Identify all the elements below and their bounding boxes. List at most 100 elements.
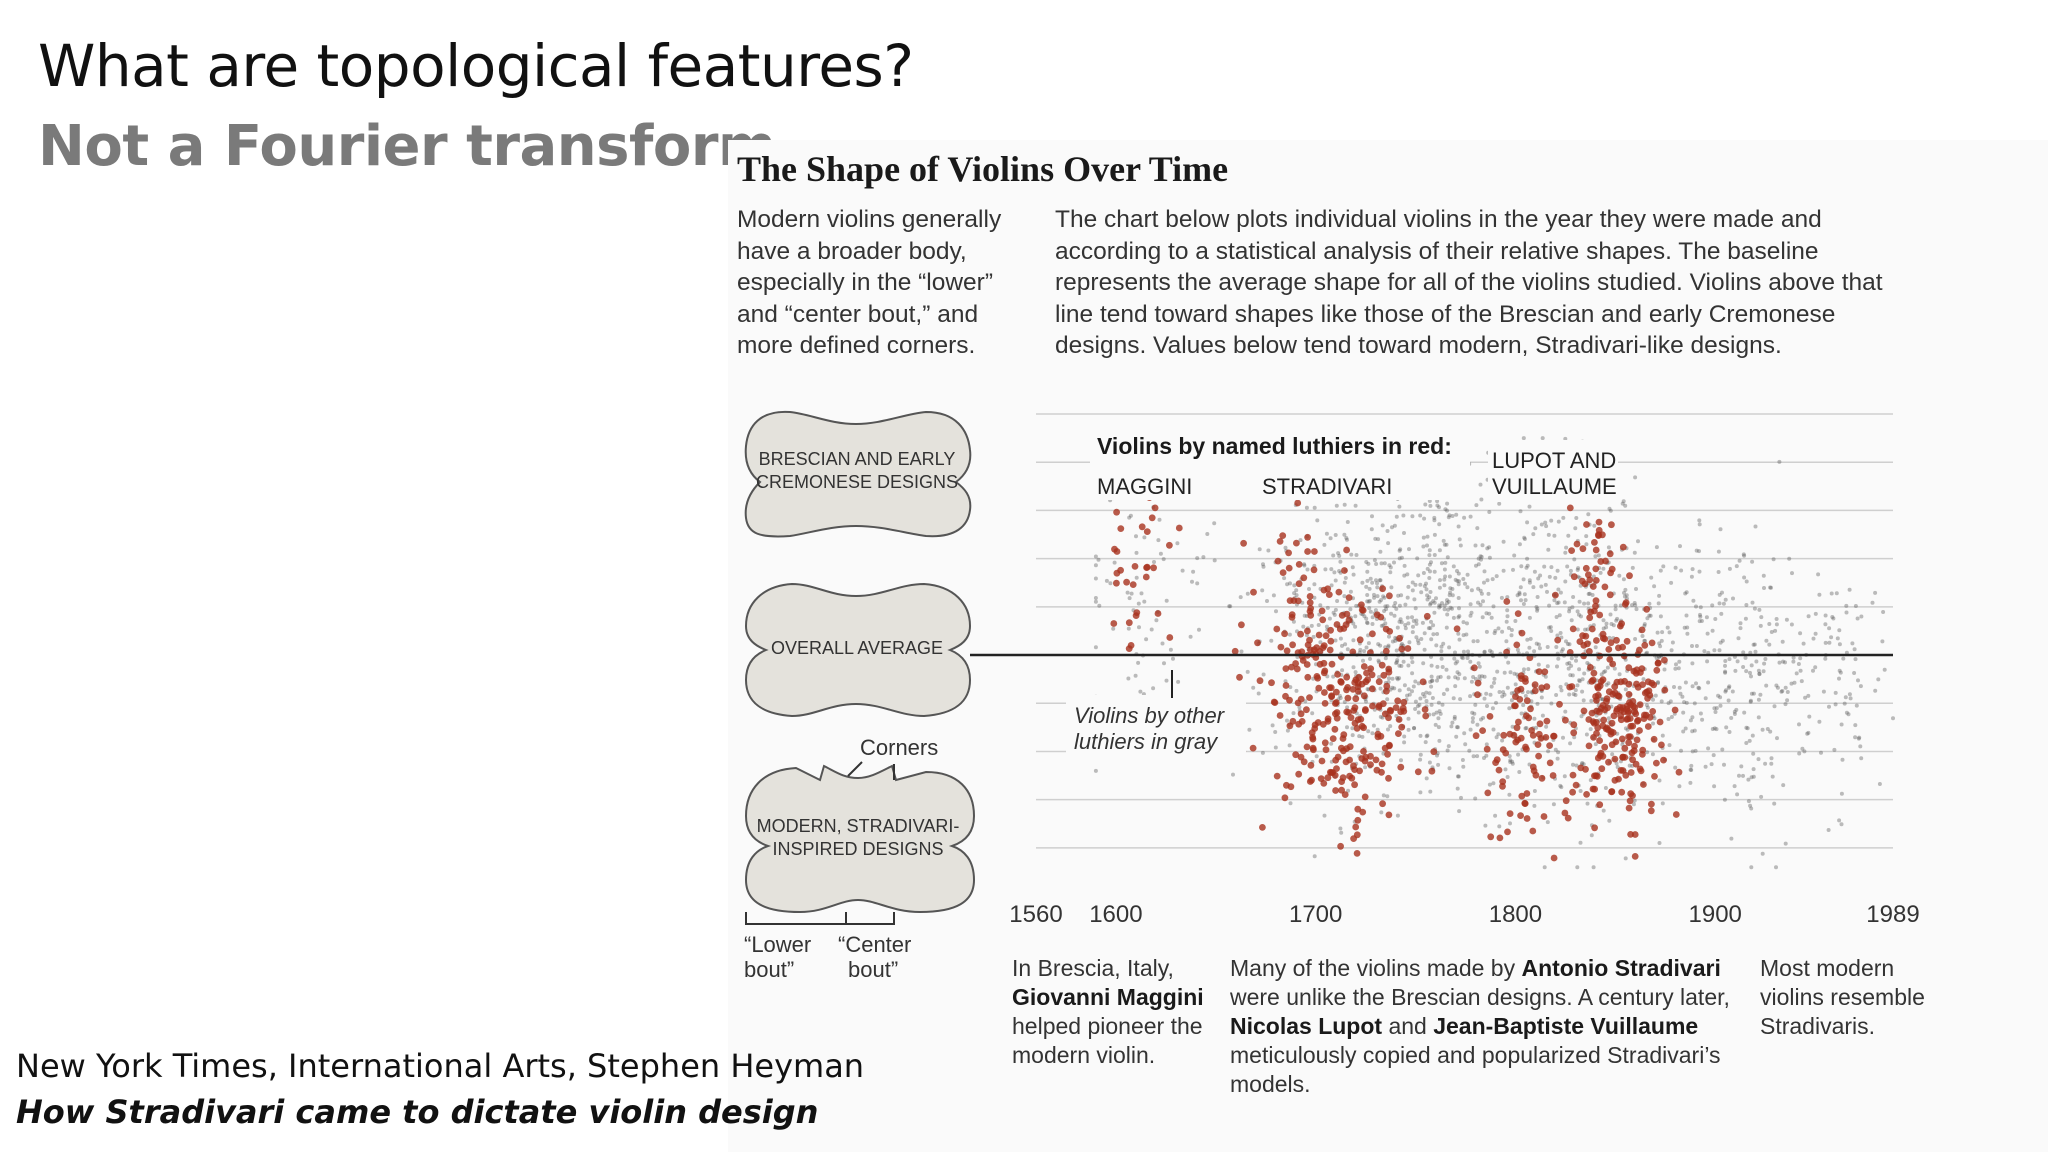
violin-point-other [1190,579,1194,584]
violin-point-other [1342,594,1347,599]
violin-point-other [1093,645,1098,650]
violin-point-named [1532,771,1540,779]
violin-point-other [1746,777,1751,782]
violin-point-other [1386,676,1391,681]
violin-point-other [1428,679,1433,684]
violin-point-other [1549,565,1554,570]
violin-point-other [1858,684,1863,689]
violin-point-other [1609,622,1614,626]
violin-point-other [1429,619,1433,624]
violin-point-other [1517,770,1522,774]
violin-point-other [1573,526,1578,531]
violin-point-named [1619,754,1626,761]
violin-point-named [1644,723,1652,730]
violin-point-other [1344,536,1349,540]
violin-point-other [1405,693,1410,698]
violin-point-other [1584,534,1589,539]
violin-point-other [1548,625,1553,630]
violin-point-other [1632,798,1637,803]
violin-point-other [1437,548,1442,553]
violin-point-other [1441,641,1446,646]
violin-point-other [1471,754,1476,759]
violin-point-other [1396,593,1401,598]
violin-point-named [1315,684,1323,692]
violin-point-other [1482,580,1486,585]
violin-point-other [1493,813,1498,818]
violin-point-other [1754,659,1759,664]
violin-point-other [1477,664,1482,669]
violin-point-named [1583,791,1590,798]
violin-point-other [1480,674,1484,679]
violin-point-other [1413,606,1418,611]
violin-point-other [1800,746,1805,751]
violin-point-other [1351,621,1356,626]
violin-point-other [1345,725,1349,730]
violin-point-other [1269,638,1274,643]
violin-point-other [1806,693,1811,698]
violin-point-other [1271,593,1276,598]
violin-point-named [1625,664,1633,672]
violin-point-other [1430,696,1435,700]
violin-point-other [1436,675,1441,680]
violin-point-other [1134,575,1139,580]
violin-point-named [1653,666,1661,674]
violin-point-other [1485,578,1490,583]
violin-point-other [1455,659,1460,664]
violin-point-named [1596,737,1603,744]
violin-point-other [1853,735,1858,740]
violin-point-other [1418,757,1423,762]
violin-point-other [1369,527,1374,532]
violin-point-other [1556,600,1561,605]
violin-point-other [1588,727,1593,732]
violin-point-named [1513,641,1521,649]
x-tick-label: 1600 [1089,901,1142,928]
violin-point-named [1601,743,1609,751]
violin-point-other [1476,562,1481,567]
violin-point-named [1414,768,1422,776]
violin-point-other [1424,776,1429,781]
violin-point-other [1350,726,1355,731]
violin-point-other [1455,579,1460,583]
violin-point-other [1716,570,1721,574]
violin-point-named [1363,669,1370,677]
violin-point-other [1762,661,1767,666]
violin-point-other [1445,555,1450,560]
violin-point-other [1361,658,1365,663]
violin-point-other [1386,727,1390,732]
violin-point-other [1633,637,1638,641]
violin-point-other [1392,560,1396,565]
violin-point-other [1684,700,1689,705]
violin-point-other [1813,631,1818,636]
violin-point-other [1097,603,1102,608]
violin-point-other [1435,503,1440,508]
violin-point-other [1642,622,1647,627]
violin-point-other [1658,614,1663,619]
violin-point-other [1689,574,1694,579]
violin-point-other [1650,752,1655,757]
violin-point-other [1418,790,1423,795]
violin-point-other [1749,674,1753,679]
violin-point-other [1547,603,1552,608]
x-tick-label: 1560 [1009,901,1062,928]
violin-point-named [1367,752,1374,760]
violin-point-other [1353,670,1358,675]
violin-point-other [1590,593,1595,597]
violin-point-named [1307,611,1315,619]
violin-point-other [1477,674,1482,679]
violin-point-named [1142,573,1150,581]
violin-point-other [1374,562,1379,566]
violin-point-other [1751,767,1756,772]
violin-point-other [1158,551,1163,556]
violin-point-other [1622,594,1627,599]
lower-bout-bracket [745,912,847,925]
violin-point-named [1479,727,1486,734]
violin-point-other [1654,545,1659,550]
violin-point-other [1517,542,1522,547]
violin-point-other [1717,592,1722,597]
violin-point-named [1595,518,1603,526]
violin-point-other [1558,631,1563,635]
violin-point-other [1397,663,1402,668]
graphic-description-left: Modern violins generally have a broader … [737,206,1002,359]
violin-point-named [1282,682,1290,689]
violin-point-other [1368,656,1372,661]
